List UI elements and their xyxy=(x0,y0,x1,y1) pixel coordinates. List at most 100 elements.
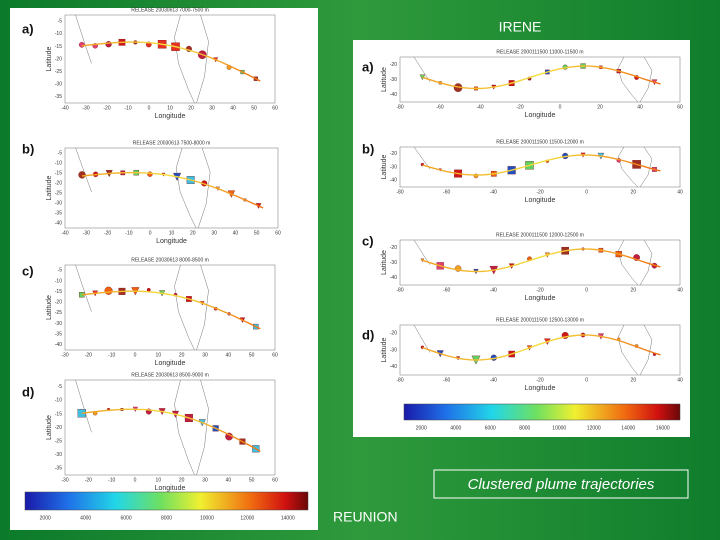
y-tick-label: -15 xyxy=(55,289,62,295)
panel-label: c) xyxy=(362,233,374,248)
colorbar-label: 4000 xyxy=(80,515,91,521)
x-tick-label: -80 xyxy=(396,189,403,195)
colorbar-label: 12000 xyxy=(587,425,601,431)
panel-label: b) xyxy=(22,141,34,156)
x-tick-label: 0 xyxy=(134,352,137,358)
reunion-title: REUNION xyxy=(333,509,398,525)
x-tick-label: 10 xyxy=(156,352,162,358)
y-tick-label: -35 xyxy=(55,94,62,100)
x-tick-label: 40 xyxy=(226,477,232,483)
x-tick-label: 60 xyxy=(272,477,278,483)
y-tick-label: -30 xyxy=(55,200,62,206)
x-tick-label: -60 xyxy=(443,189,450,195)
y-tick-label: -20 xyxy=(55,300,62,306)
x-tick-label: 50 xyxy=(254,230,260,236)
y-axis-label: Latitude xyxy=(46,295,53,320)
y-tick-label: -25 xyxy=(55,69,62,75)
y-tick-label: -25 xyxy=(55,190,62,196)
colorbar-label: 16000 xyxy=(656,425,670,431)
x-axis-label: Longitude xyxy=(525,295,556,302)
x-tick-label: 20 xyxy=(179,352,185,358)
colorbar-label: 10000 xyxy=(200,515,214,521)
colorbar-label: 6000 xyxy=(121,515,132,521)
y-axis-label: Latitude xyxy=(381,337,388,362)
plot-title: RELEASE 2000111500 12000-12500 m xyxy=(496,232,584,238)
x-tick-label: 20 xyxy=(631,287,637,293)
trajectory xyxy=(81,408,261,452)
x-tick-label: -40 xyxy=(490,377,497,383)
x-tick-label: -30 xyxy=(61,352,68,358)
x-tick-label: -40 xyxy=(61,230,68,236)
x-tick-label: 40 xyxy=(233,230,239,236)
trajectory xyxy=(422,154,661,176)
y-tick-label: -10 xyxy=(55,160,62,166)
x-tick-label: -10 xyxy=(124,105,131,111)
x-tick-label: 40 xyxy=(637,104,643,110)
x-tick-label: 60 xyxy=(272,105,278,111)
y-tick-label: -5 xyxy=(58,268,63,274)
y-tick-label: -30 xyxy=(55,452,62,458)
marker xyxy=(104,286,113,295)
x-tick-label: -20 xyxy=(104,230,111,236)
plot-frame xyxy=(64,264,276,351)
plot-frame xyxy=(64,147,279,229)
y-tick-label: -40 xyxy=(390,275,397,281)
x-tick-label: 50 xyxy=(251,105,257,111)
colorbar-label: 8000 xyxy=(519,425,530,431)
y-tick-label: -15 xyxy=(55,170,62,176)
x-tick-label: -40 xyxy=(490,287,497,293)
x-tick-label: -10 xyxy=(125,230,132,236)
x-tick-label: 40 xyxy=(677,377,683,383)
colorbar-label: 2000 xyxy=(416,425,427,431)
x-axis-label: Longitude xyxy=(525,197,556,204)
trajectory xyxy=(422,65,661,90)
x-tick-label: 0 xyxy=(585,287,588,293)
x-tick-label: 30 xyxy=(202,352,208,358)
colorbar-label: 8000 xyxy=(161,515,172,521)
y-tick-label: -25 xyxy=(55,310,62,316)
x-tick-label: 0 xyxy=(559,104,562,110)
irene-title: IRENE xyxy=(499,19,542,35)
panel-label: d) xyxy=(362,327,374,342)
x-tick-label: -80 xyxy=(396,377,403,383)
plot-frame xyxy=(64,379,276,476)
y-tick-label: -5 xyxy=(58,150,63,156)
x-tick-label: 10 xyxy=(169,230,175,236)
y-tick-label: -40 xyxy=(55,220,62,226)
trajectory xyxy=(81,171,264,209)
x-tick-label: -20 xyxy=(536,287,543,293)
plot-title: RELEASE 2000111500 11000-11500 m xyxy=(496,49,583,55)
x-tick-label: -30 xyxy=(82,105,89,111)
x-tick-label: -60 xyxy=(436,104,443,110)
x-tick-label: 20 xyxy=(179,477,185,483)
colorbar-label: 14000 xyxy=(281,515,295,521)
y-tick-label: -40 xyxy=(390,178,397,184)
plot-title: RELEASE 20030613 8000-8500 m xyxy=(131,257,209,263)
x-axis-label: Longitude xyxy=(155,113,186,120)
y-tick-label: -10 xyxy=(55,278,62,284)
trajectory xyxy=(81,290,261,330)
x-tick-label: 40 xyxy=(677,287,683,293)
y-tick-label: -25 xyxy=(55,438,62,444)
x-axis-label: Longitude xyxy=(155,360,186,367)
caption: Clustered plume trajectories xyxy=(468,476,655,493)
colorbar-label: 14000 xyxy=(621,425,635,431)
x-axis-label: Longitude xyxy=(155,485,186,492)
panel-label: a) xyxy=(362,59,374,74)
panel-label: b) xyxy=(362,141,374,156)
colorbar-label: 6000 xyxy=(485,425,496,431)
plot-title: RELEASE 20030613 7000-7500 m xyxy=(131,7,209,13)
x-tick-label: 20 xyxy=(631,189,637,195)
y-tick-label: -40 xyxy=(390,364,397,370)
y-tick-label: -30 xyxy=(390,77,397,83)
x-tick-label: 60 xyxy=(677,104,683,110)
y-tick-label: -20 xyxy=(55,180,62,186)
x-tick-label: -20 xyxy=(516,104,523,110)
x-tick-label: 0 xyxy=(585,189,588,195)
x-tick-label: 20 xyxy=(190,230,196,236)
x-tick-label: -20 xyxy=(536,377,543,383)
colorbar xyxy=(403,403,681,421)
x-tick-label: 10 xyxy=(156,477,162,483)
x-tick-label: -20 xyxy=(103,105,110,111)
